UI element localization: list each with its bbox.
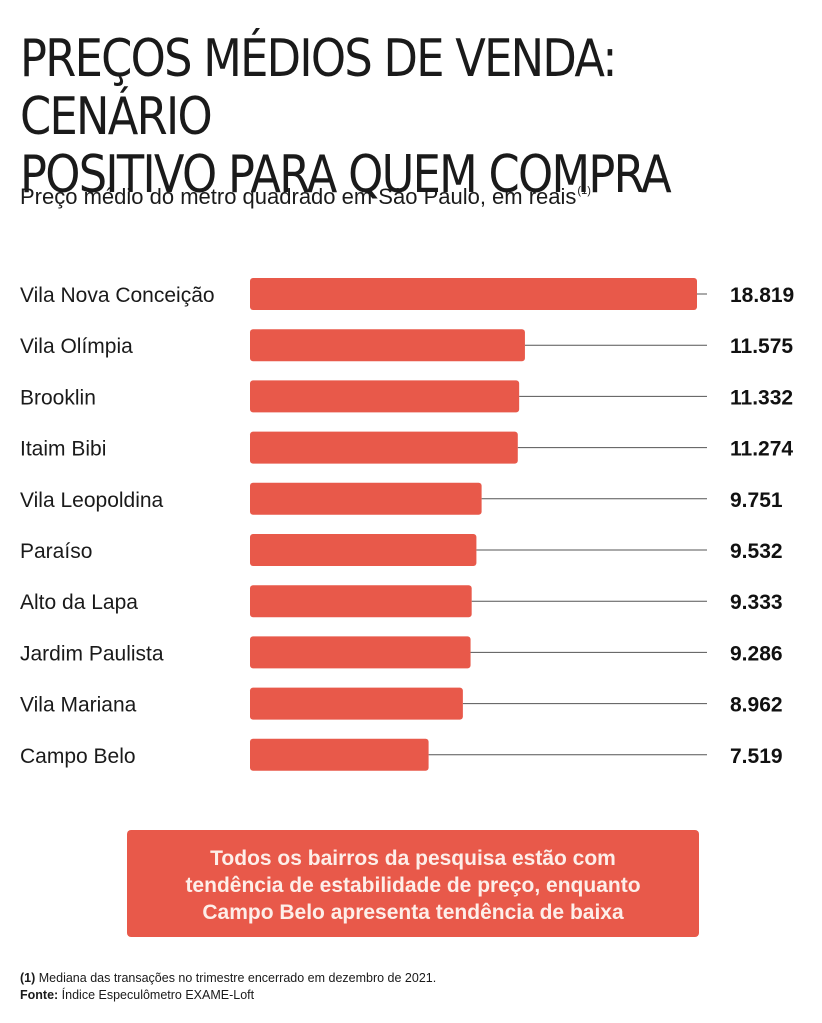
footnote-note-text: Mediana das transações no trimestre ence…	[38, 971, 437, 985]
callout-line-1: Todos os bairros da pesquisa estão com	[210, 847, 616, 870]
callout-line-3: Campo Belo apresenta tendência de baixa	[202, 901, 624, 924]
title-line-2: POSITIVO PARA QUEM COMPRA	[20, 145, 672, 205]
value-label: 7.519	[730, 745, 783, 768]
category-label: Vila Leopoldina	[20, 489, 164, 512]
value-label: 11.332	[730, 386, 793, 409]
category-label: Itaim Bibi	[20, 438, 106, 461]
category-label: Campo Belo	[20, 745, 136, 768]
bar	[250, 278, 697, 310]
bar	[250, 329, 525, 362]
chart-subtitle: Preço médio do metro quadrado em São Pau…	[20, 184, 591, 210]
value-label: 8.962	[730, 694, 783, 717]
footnote-source-text: Índice Especulômetro EXAME-Loft	[61, 988, 255, 1002]
category-label: Brooklin	[20, 386, 96, 409]
chart-title: PREÇOS MÉDIOS DE VENDA: CENÁRIO POSITIVO…	[20, 30, 811, 204]
bar	[250, 585, 472, 618]
footnote-note: (1) Mediana das transações no trimestre …	[20, 970, 436, 987]
bar	[250, 431, 518, 464]
value-label: 11.274	[730, 438, 793, 461]
bar	[250, 687, 463, 720]
footnote-source: Fonte: Índice Especulômetro EXAME-Loft	[20, 987, 436, 1004]
subtitle-text: Preço médio do metro quadrado em São Pau…	[20, 184, 577, 209]
title-line-1: PREÇOS MÉDIOS DE VENDA: CENÁRIO	[20, 29, 617, 147]
callout-box: Todos os bairros da pesquisa estão com t…	[127, 830, 699, 937]
subtitle-footnote-marker: (1)	[577, 185, 591, 197]
category-label: Vila Olímpia	[20, 335, 133, 358]
value-label: 18.819	[730, 284, 794, 307]
footnote: (1) Mediana das transações no trimestre …	[20, 970, 436, 1004]
bar	[250, 534, 477, 566]
value-label: 9.751	[730, 489, 783, 512]
bar	[250, 636, 471, 669]
value-label: 9.286	[730, 642, 783, 665]
bar	[250, 738, 429, 771]
category-label: Paraíso	[20, 540, 92, 563]
category-label: Vila Mariana	[20, 694, 137, 717]
footnote-marker: (1)	[20, 971, 36, 985]
bar-chart: Vila Nova Conceição 18.819 Vila Olímpia 11.…	[20, 278, 794, 771]
value-label: 9.333	[730, 591, 783, 614]
category-label: Alto da Lapa	[20, 591, 138, 614]
value-label: 11.575	[730, 335, 793, 358]
bar	[250, 380, 520, 413]
footnote-source-label: Fonte:	[20, 988, 59, 1002]
value-label: 9.532	[730, 540, 783, 563]
callout-line-2: tendência de estabilidade de preço, enqu…	[185, 874, 641, 897]
category-label: Jardim Paulista	[20, 642, 164, 665]
bar	[250, 482, 482, 515]
category-label: Vila Nova Conceição	[20, 284, 215, 307]
